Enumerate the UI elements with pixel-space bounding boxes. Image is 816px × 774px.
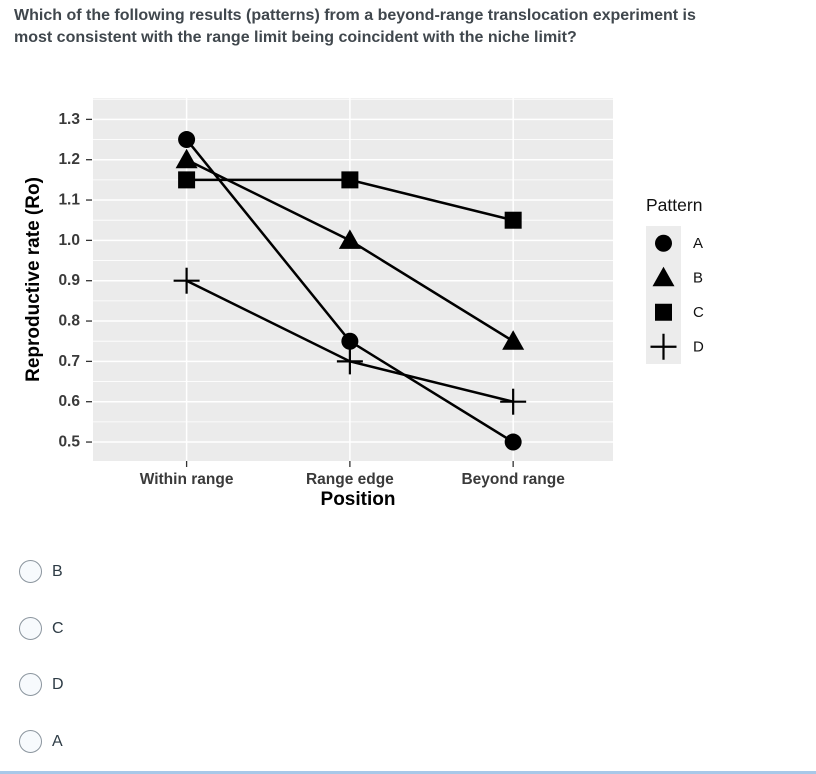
series-A [178, 131, 522, 451]
x-axis-title: Position [321, 489, 396, 510]
radio-button[interactable] [19, 560, 42, 583]
radio-button[interactable] [19, 617, 42, 640]
chart-svg: 0.5 0.6 0.7 0.8 0.9 1.0 1.1 1.2 1.3 Within range R… [23, 98, 704, 510]
radio-button[interactable] [19, 730, 42, 753]
y-axis-title: Reproductive rate (Ro) [25, 177, 44, 382]
svg-text:D: D [693, 338, 704, 355]
answer-option-3[interactable]: D [19, 673, 64, 696]
svg-text:1.3: 1.3 [58, 111, 80, 128]
series-C [178, 171, 522, 229]
svg-text:0.7: 0.7 [58, 353, 80, 370]
answer-option-2[interactable]: C [19, 617, 64, 640]
answer-option-1[interactable]: B [19, 560, 63, 583]
chart-legend: Pattern AB CD [646, 195, 704, 364]
results-chart: 0.5 0.6 0.7 0.8 0.9 1.0 1.1 1.2 1.3 Within range R… [23, 90, 725, 520]
svg-text:1.1: 1.1 [58, 192, 80, 209]
option-label: D [52, 675, 64, 693]
plot-panel [93, 98, 613, 461]
svg-text:0.8: 0.8 [58, 313, 80, 330]
svg-text:Range edge: Range edge [306, 471, 394, 488]
svg-text:Within range: Within range [140, 471, 234, 488]
svg-text:0.9: 0.9 [58, 272, 80, 289]
radio-button[interactable] [19, 673, 42, 696]
bottom-divider [0, 771, 816, 774]
svg-text:1.0: 1.0 [58, 232, 80, 249]
svg-text:1.2: 1.2 [58, 151, 80, 168]
svg-text:0.5: 0.5 [58, 434, 80, 451]
svg-text:A: A [693, 235, 703, 252]
option-label: C [52, 619, 64, 637]
svg-text:Beyond range: Beyond range [461, 471, 565, 488]
svg-text:C: C [693, 304, 704, 321]
svg-text:B: B [693, 269, 703, 286]
svg-text:0.6: 0.6 [58, 393, 80, 410]
question-text: Which of the following results (patterns… [14, 7, 696, 46]
legend-title: Pattern [646, 195, 702, 215]
option-label: A [52, 732, 63, 750]
answer-option-4[interactable]: A [19, 730, 63, 753]
option-label: B [52, 562, 63, 580]
series-D [173, 267, 527, 415]
series-B [175, 148, 525, 350]
